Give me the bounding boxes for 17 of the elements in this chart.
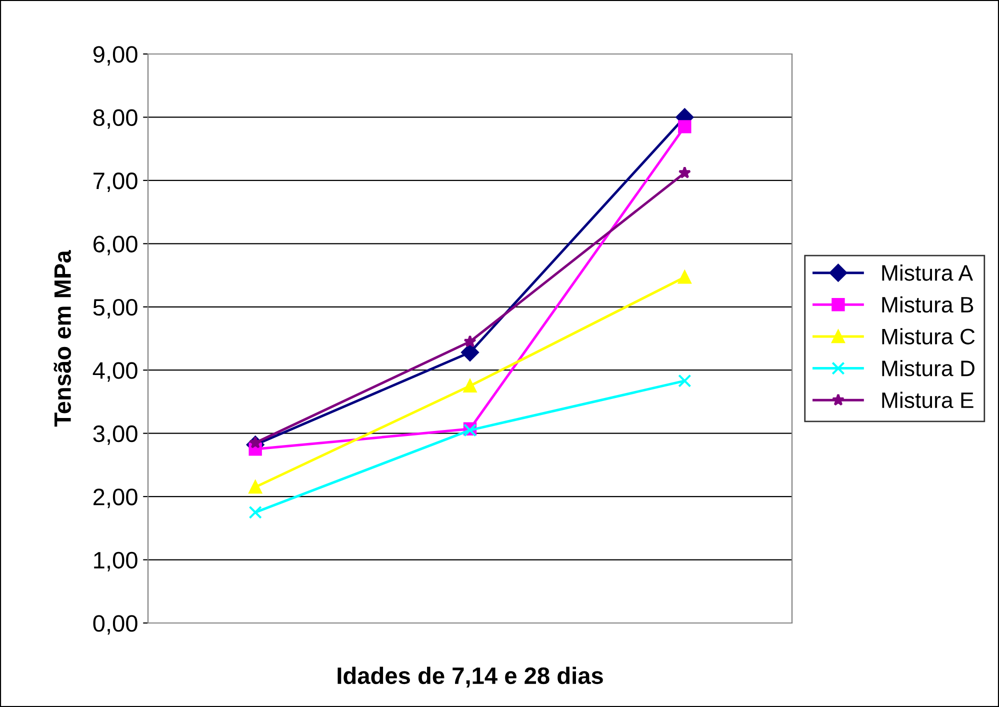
x-axis-title: Idades de 7,14 e 28 dias [338,666,603,688]
y-tick-label: 0,00 [93,615,138,635]
legend-label: Mistura D [882,360,974,376]
y-tick-label: 6,00 [94,236,138,256]
y-tick-label: 2,00 [94,488,138,508]
legend-label: Mistura B [882,296,974,313]
legend-label: Mistura A [882,264,974,281]
y-tick-label: 1,00 [94,552,138,572]
y-tick-label: 7,00 [94,172,138,192]
y-tick-label: 9,00 [93,46,138,66]
legend-label: Mistura C [882,328,975,344]
legend-label: Mistura E [882,392,974,408]
y-tick-label: 3,00 [93,425,138,445]
y-tick-label: 4,00 [92,362,138,382]
y-tick-label: 5,00 [93,298,138,318]
y-axis-title: Tensão em MPa [54,250,71,427]
y-tick-label: 8,00 [93,109,138,129]
